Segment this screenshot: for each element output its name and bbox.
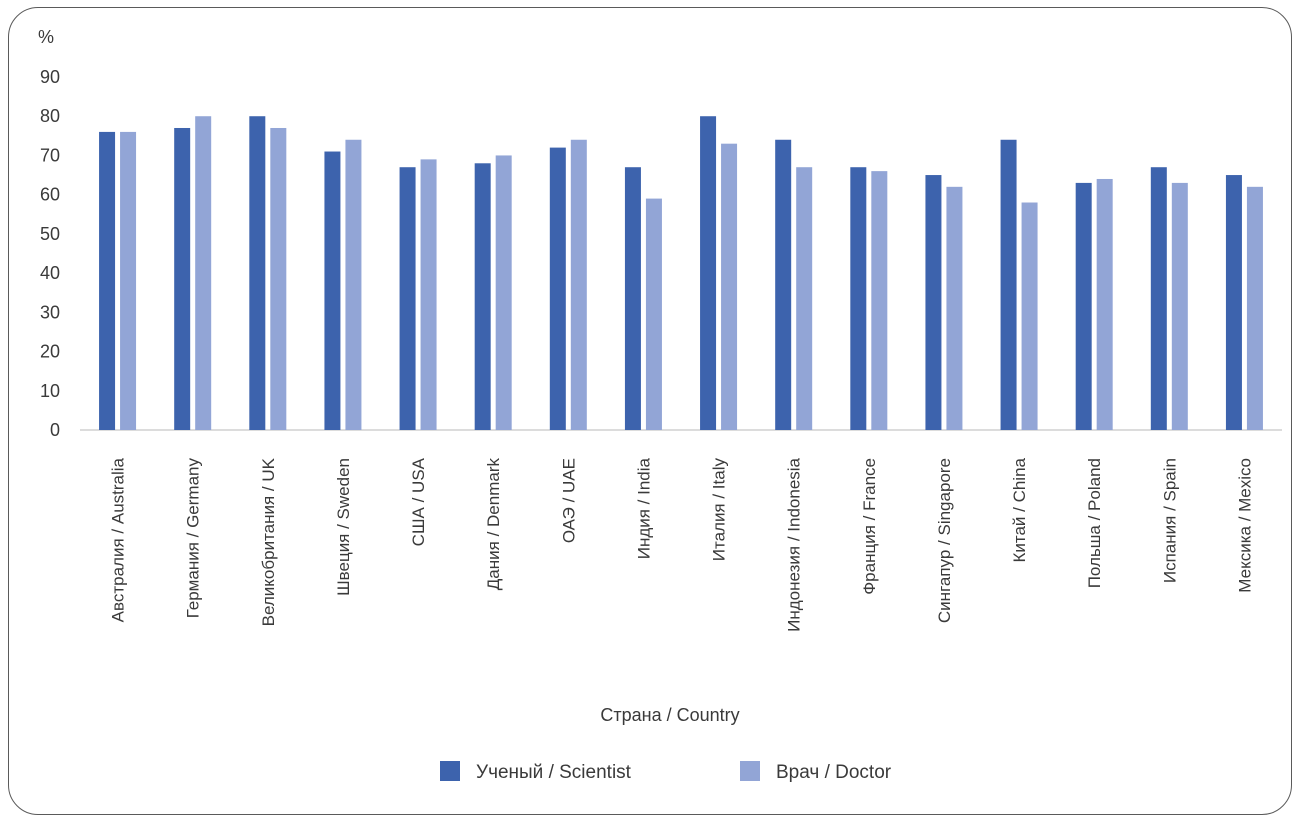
bar-doctor [195, 116, 212, 430]
bar-scientist [1150, 167, 1167, 430]
category-label: Дания / Denmark [484, 458, 503, 591]
bar-doctor [721, 143, 738, 430]
y-tick-label: 40 [40, 263, 60, 283]
bar-doctor [1021, 202, 1038, 430]
x-axis-title: Страна / Country [600, 705, 739, 725]
category-label: Китай / China [1010, 457, 1029, 562]
y-tick-label: 90 [40, 67, 60, 87]
category-label: Великобритания / UK [259, 457, 278, 626]
y-tick-label: 0 [50, 420, 60, 440]
bar-doctor [345, 139, 362, 430]
y-tick-label: 80 [40, 106, 60, 126]
bar-scientist [1225, 175, 1242, 430]
category-label: США / USA [409, 457, 428, 546]
category-label: Сингапур / Singapore [935, 458, 954, 623]
legend: Ученый / Scientist Врач / Doctor [440, 761, 892, 783]
bar-scientist [549, 147, 566, 430]
category-label: Индонезия / Indonesia [785, 457, 804, 631]
category-label: Швеция / Sweden [334, 458, 353, 596]
category-label: ОАЭ / UAE [559, 458, 578, 543]
bar-scientist [775, 139, 792, 430]
category-label: Мексика / Mexico [1235, 458, 1254, 593]
bar-doctor [120, 131, 137, 430]
bar-doctor [1246, 186, 1263, 430]
bar-scientist [399, 167, 416, 430]
y-tick-label: 60 [40, 185, 60, 205]
category-label: Австралия / Australia [109, 457, 128, 622]
legend-swatch-doctor [740, 761, 760, 781]
y-tick-label: 50 [40, 224, 60, 244]
bar-doctor [495, 155, 512, 430]
category-label: Индия / India [634, 457, 653, 559]
bar-scientist [324, 151, 341, 430]
bar-doctor [420, 159, 437, 430]
bar-scientist [99, 131, 116, 430]
category-label: Франция / France [860, 458, 879, 595]
bar-doctor [946, 186, 963, 430]
bar-scientist [850, 167, 867, 430]
bar-doctor [1096, 178, 1113, 430]
bar-doctor [871, 171, 888, 430]
bar-doctor [645, 198, 662, 430]
y-axis-ticks: 0 10 20 30 40 50 60 70 80 90 [40, 67, 60, 440]
bar-doctor [796, 167, 813, 430]
legend-label-doctor: Врач / Doctor [776, 762, 892, 783]
bar-scientist [1000, 139, 1017, 430]
y-tick-label: 10 [40, 381, 60, 401]
category-label: Польша / Poland [1085, 458, 1104, 588]
bar-doctor [270, 127, 287, 430]
bar-doctor [1171, 182, 1188, 430]
bar-scientist [174, 127, 191, 430]
bar-scientist [1075, 182, 1092, 430]
y-tick-label: 30 [40, 302, 60, 322]
y-tick-label: 20 [40, 342, 60, 362]
y-axis-unit-label: % [38, 27, 54, 47]
category-label: Италия / Italy [710, 458, 729, 562]
legend-swatch-scientist [440, 761, 460, 781]
bar-scientist [700, 116, 717, 430]
bars [99, 116, 1263, 431]
category-labels: Австралия / Australia Германия / Germany В… [109, 457, 1255, 632]
legend-label-scientist: Ученый / Scientist [476, 762, 632, 783]
y-tick-label: 70 [40, 145, 60, 165]
bar-scientist [925, 175, 942, 430]
bar-scientist [474, 163, 491, 431]
bar-scientist [249, 116, 266, 430]
category-label: Испания / Spain [1160, 458, 1179, 583]
bar-doctor [570, 139, 587, 430]
category-label: Германия / Germany [184, 458, 203, 619]
bar-scientist [624, 167, 641, 430]
